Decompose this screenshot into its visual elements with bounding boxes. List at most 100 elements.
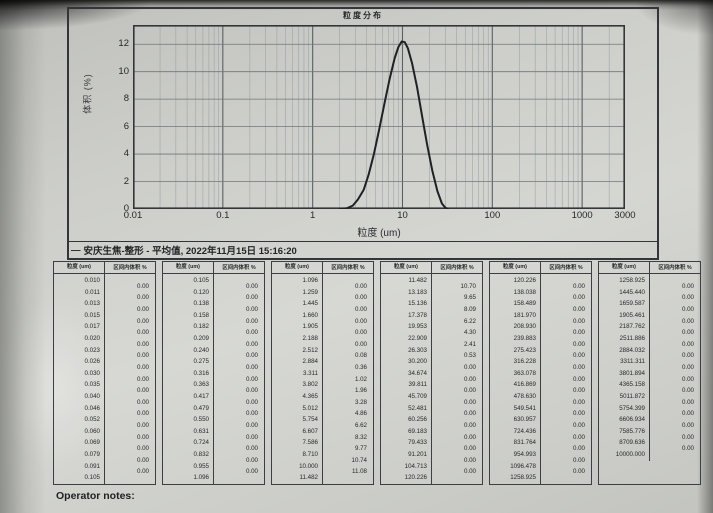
volume-column-header: 区间内体积 % — [222, 264, 256, 271]
size-cell: 0.105 — [84, 474, 100, 482]
volume-cell: 0.00 — [354, 282, 367, 290]
table-body: 1.096 1.259 1.445 1.660 1.905 2.188 2.512 2.884… — [272, 274, 373, 484]
table-body: 1258.925 1445.440 1659.587 1905.461 2187.762… — [599, 274, 700, 461]
size-cell: 10.000 — [299, 462, 318, 470]
volume-cell: 0.00 — [136, 329, 149, 337]
volume-cell: 0.00 — [245, 375, 258, 383]
size-cell: 45.709 — [408, 392, 427, 400]
volume-cell: 0.00 — [245, 398, 258, 406]
volume-column: 0.00 0.00 0.00 0.00 0.00 0.00 0.00 0.00 0.00 0.00… — [541, 274, 591, 484]
volume-cell: 0.00 — [572, 410, 585, 418]
size-cell: 5.754 — [302, 416, 318, 424]
volume-cell: 0.00 — [572, 282, 585, 290]
size-table-6: 粒度 (um) 区间内体积 % 1258.925 1445.440 1659.587 19… — [598, 261, 701, 485]
size-column-header: 粒度 (um) — [272, 262, 323, 273]
size-cell: 1.096 — [193, 474, 209, 482]
volume-cell: 0.00 — [681, 398, 694, 406]
volume-cell: 0.00 — [136, 433, 149, 441]
size-cell: 60.256 — [408, 416, 427, 424]
volume-cell: 0.00 — [463, 387, 476, 395]
size-cell: 0.017 — [84, 323, 100, 331]
size-cell: 3801.894 — [619, 369, 645, 377]
volume-cell: 0.00 — [572, 445, 585, 453]
volume-column-header: 区间内体积 % — [440, 264, 474, 271]
volume-cell: 0.00 — [681, 363, 694, 371]
size-cell: 0.035 — [84, 381, 100, 389]
y-tick-label: 10 — [118, 65, 129, 77]
table-header: 粒度 (um) 区间内体积 % — [163, 262, 264, 274]
x-axis-label: 粒度 (um) — [357, 228, 401, 239]
volume-cell: 0.00 — [572, 421, 585, 429]
volume-cell: 0.36 — [354, 363, 367, 371]
size-cell: 91.201 — [408, 450, 427, 458]
size-cell: 5754.399 — [619, 404, 645, 412]
volume-cell: 10.74 — [351, 456, 367, 464]
size-cell: 0.182 — [193, 323, 209, 331]
size-cell: 831.764 — [513, 439, 536, 447]
size-cell: 0.015 — [84, 311, 100, 319]
volume-cell: 0.00 — [136, 282, 149, 290]
volume-cell: 0.00 — [354, 317, 367, 325]
x-tick-label: 0.01 — [123, 210, 143, 221]
size-cell: 0.479 — [193, 404, 209, 412]
volume-cell: 0.00 — [463, 375, 476, 383]
volume-cell: 0.00 — [245, 410, 258, 418]
volume-cell: 0.00 — [354, 340, 367, 348]
size-cell: 2511.886 — [619, 334, 645, 342]
volume-cell: 0.00 — [136, 340, 149, 348]
volume-cell: 0.00 — [572, 294, 585, 302]
size-table-5: 粒度 (um) 区间内体积 % 120.226 138.038 158.489 181.9… — [489, 261, 592, 485]
volume-cell: 0.00 — [245, 387, 258, 395]
volume-cell: 0.00 — [681, 375, 694, 383]
volume-cell: 0.00 — [245, 294, 258, 302]
size-cell: 1258.925 — [619, 277, 645, 284]
size-cell: 4.365 — [302, 392, 318, 400]
size-cell: 13.183 — [408, 288, 427, 296]
size-cell: 138.038 — [513, 288, 536, 296]
volume-cell: 0.00 — [136, 410, 149, 418]
volume-cell: 0.00 — [681, 305, 694, 313]
size-cell: 316.228 — [513, 358, 536, 366]
volume-cell: 0.00 — [463, 421, 476, 429]
size-cell: 0.040 — [84, 392, 100, 400]
volume-cell: 8.32 — [354, 433, 367, 441]
volume-cell: 0.00 — [681, 421, 694, 429]
size-cell: 3311.311 — [620, 358, 645, 366]
volume-column: 0.00 0.00 0.00 0.00 0.00 0.00 0.08 0.36 1.02 1.96… — [323, 274, 373, 484]
table-body: 120.226 138.038 158.489 181.970 208.930 239.8… — [490, 274, 591, 484]
size-cell: 0.138 — [193, 300, 209, 308]
size-cell: 1445.440 — [619, 288, 645, 296]
plot-area — [133, 25, 625, 209]
volume-cell: 0.00 — [681, 352, 694, 360]
volume-cell: 4.86 — [354, 410, 367, 418]
y-tick-label: 4 — [123, 148, 129, 160]
x-tick-label: 1000 — [571, 210, 593, 221]
volume-cell: 0.00 — [136, 317, 149, 325]
distribution-curve — [338, 40, 449, 209]
size-cell: 79.433 — [408, 439, 427, 447]
size-cell: 2.884 — [302, 358, 318, 366]
table-body: 0.105 0.120 0.138 0.158 0.182 0.209 0.240 0.275… — [163, 274, 264, 484]
size-column: 1.096 1.259 1.445 1.660 1.905 2.188 2.512 2.884… — [272, 274, 323, 484]
size-cell: 0.417 — [193, 392, 209, 400]
size-cell: 5.012 — [302, 404, 318, 412]
table-header: 粒度 (um) 区间内体积 % — [381, 262, 482, 274]
size-cell: 22.909 — [408, 334, 427, 342]
volume-cell: 10.70 — [460, 282, 476, 290]
volume-cell: 0.00 — [245, 468, 258, 476]
volume-cell: 0.00 — [572, 456, 585, 464]
size-cell: 275.423 — [513, 346, 536, 354]
volume-cell: 8.09 — [463, 305, 476, 313]
size-cell: 120.226 — [404, 474, 427, 482]
size-cell: 0.010 — [84, 277, 100, 284]
size-cell: 0.026 — [84, 358, 100, 366]
size-cell: 8.710 — [302, 450, 318, 458]
size-cell: 0.275 — [193, 358, 209, 366]
size-cell: 2884.032 — [619, 346, 645, 354]
volume-cell: 0.00 — [136, 294, 149, 302]
volume-cell: 0.00 — [463, 445, 476, 453]
y-tick-label: 0 — [123, 203, 129, 214]
size-column-header: 粒度 (um) — [163, 262, 214, 273]
size-column: 0.010 0.011 0.013 0.015 0.017 0.020 0.023 0.026… — [54, 274, 105, 484]
size-cell: 0.030 — [84, 369, 100, 377]
